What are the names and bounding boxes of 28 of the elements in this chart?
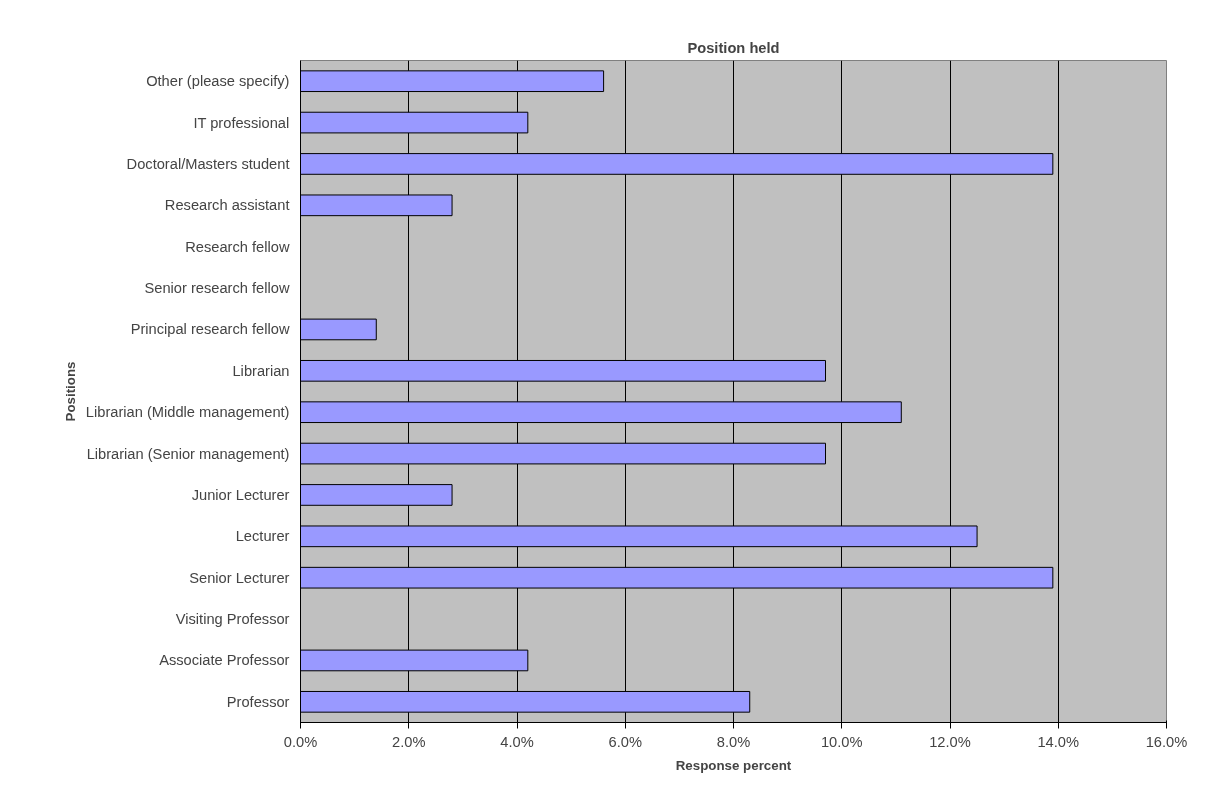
x-tick-label: 14.0% [1037,733,1080,750]
y-tick-label: Librarian [232,362,290,379]
y-tick-label: Junior Lecturer [191,486,290,503]
x-tick-label: 2.0% [392,733,426,750]
chart-title: Position held [687,39,780,56]
x-tick-label: 6.0% [608,733,642,750]
y-tick-label: Professor [226,693,290,710]
y-tick-label: Librarian (Senior management) [86,445,290,462]
y-tick-label: Research fellow [185,238,290,255]
y-tick-label: Principal research fellow [130,321,290,338]
x-tick-label: 8.0% [716,733,751,750]
y-axis-title: Positions [62,361,78,422]
y-tick-label: Research assistant [164,197,290,214]
y-tick-label: IT professional [193,114,290,131]
y-tick-label: Visiting Professor [175,611,290,628]
x-tick-label: 16.0% [1145,733,1188,750]
x-tick-label: 10.0% [820,733,863,750]
x-tick-label: 0.0% [283,733,318,750]
y-tick-label: Senior Lecturer [189,569,290,586]
y-tick-label: Librarian (Middle management) [85,404,290,421]
x-tick-label: 4.0% [500,733,534,750]
y-tick-label: Associate Professor [159,652,290,669]
y-tick-label: Lecturer [235,528,290,545]
y-tick-label: Senior research fellow [144,280,290,297]
x-axis-title: Response percent [675,757,792,773]
y-tick-label: Other (please specify) [146,73,290,90]
y-tick-label: Doctoral/Masters student [126,155,290,172]
x-tick-label: 12.0% [929,733,971,750]
